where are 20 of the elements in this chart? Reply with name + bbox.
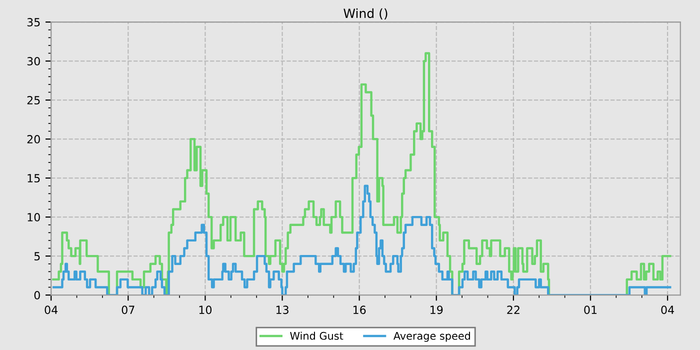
y-tick-label: 25	[27, 96, 40, 104]
x-tick-label: 04	[44, 306, 58, 314]
x-tick-label: 16	[353, 306, 366, 314]
y-tick-label: 5	[34, 252, 40, 260]
legend-label: Average speed	[393, 332, 470, 342]
y-tick-label: 20	[27, 135, 40, 144]
x-tick-label: 07	[122, 306, 134, 314]
x-tick-label: 01	[584, 306, 597, 314]
x-tick-label: 04	[661, 306, 674, 314]
y-tick-label: 15	[28, 174, 40, 182]
chart-title: Wind ()	[344, 8, 388, 20]
y-tick-label: 30	[27, 57, 40, 66]
x-tick-label: 19	[430, 306, 443, 314]
y-tick-label: 0	[34, 291, 40, 300]
legend-label: Wind Gust	[290, 332, 344, 340]
y-tick-label: 10	[28, 213, 40, 222]
x-tick-label: 13	[276, 306, 288, 314]
x-tick-label: 10	[199, 306, 212, 314]
y-tick-label: 35	[27, 18, 40, 26]
x-tick-label: 22	[507, 306, 520, 314]
